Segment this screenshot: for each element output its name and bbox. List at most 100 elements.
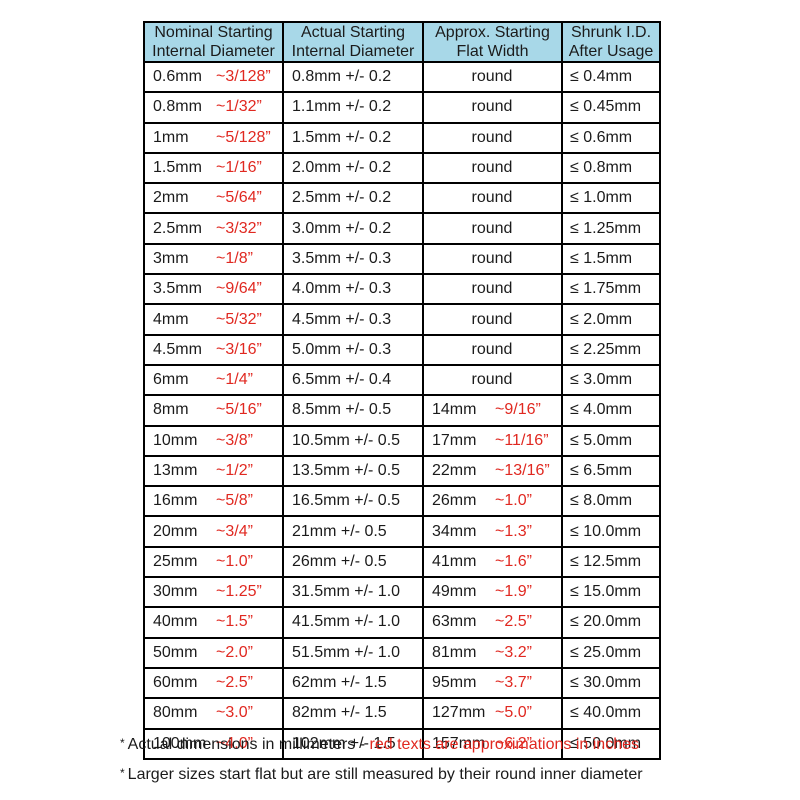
shrunk-id-value: ≤ 4.0mm [570, 401, 633, 419]
nominal-inch-value: ~3/32” [216, 219, 262, 237]
nominal-diameter-cell: 50mm ~2.0” [143, 636, 284, 669]
actual-diameter-cell: 0.8mm +/- 0.2 [282, 60, 424, 94]
shrunk-id-cell: ≤ 8.0mm [561, 485, 661, 518]
nominal-mm-value: 8mm [153, 401, 189, 419]
actual-diameter-cell: 102mm +/- 1.5 [282, 727, 424, 760]
nominal-diameter-cell: 2mm ~5/64” [143, 182, 284, 215]
flat-width-mm-value: round [471, 128, 513, 146]
shrunk-id-value: ≤ 6.5mm [570, 462, 633, 479]
table-row: 20mm ~3/4” 21mm +/- 0.5 34mm ~1.3” ≤ 10.0m… [143, 515, 661, 548]
nominal-inch-value: ~1/32” [216, 98, 262, 116]
nominal-diameter-cell: 30mm ~1.25” [143, 576, 284, 609]
actual-diameter-cell: 3.0mm +/- 0.2 [282, 212, 424, 245]
nominal-diameter-cell: 4mm ~5/32” [143, 303, 284, 336]
flat-width-mm-value: 22mm [432, 462, 477, 479]
flat-width-inch-value: ~1.3” [495, 522, 532, 540]
shrunk-id-value: ≤ 25.0mm [570, 643, 642, 661]
flat-width-cell: round [422, 212, 563, 245]
flat-width-cell: 49mm ~1.9” [422, 576, 563, 609]
nominal-mm-value: 3.5mm [153, 280, 202, 298]
shrunk-id-cell: ≤ 0.4mm [561, 60, 661, 94]
nominal-mm-value: 100mm [153, 734, 207, 752]
nominal-mm-value: 80mm [153, 704, 198, 722]
flat-width-mm-value: 63mm [432, 613, 477, 631]
flat-width-mm-value: 14mm [432, 401, 477, 419]
shrunk-id-cell: ≤ 40.0mm [561, 697, 661, 730]
nominal-diameter-cell: 40mm ~1.5” [143, 606, 284, 639]
shrunk-id-value: ≤ 1.0mm [570, 189, 633, 207]
actual-diameter-cell: 21mm +/- 0.5 [282, 515, 424, 548]
nominal-mm-value: 2.5mm [153, 219, 202, 237]
shrunk-id-cell: ≤ 12.5mm [561, 545, 661, 579]
flat-width-cell: round [422, 121, 563, 154]
nominal-mm-value: 2mm [153, 189, 189, 207]
shrunk-id-cell: ≤ 5.0mm [561, 424, 661, 457]
actual-diameter-cell: 3.5mm +/- 0.3 [282, 242, 424, 276]
shrunk-id-value: ≤ 20.0mm [570, 613, 642, 631]
table-row: 80mm ~3.0” 82mm +/- 1.5 127mm ~5.0” ≤ 40.0… [143, 697, 661, 730]
col-header-line: After Usage [568, 43, 654, 60]
table-row: 30mm ~1.25” 31.5mm +/- 1.0 49mm ~1.9” ≤ 15… [143, 576, 661, 609]
nominal-mm-value: 4.5mm [153, 340, 202, 358]
table-row: 100mm ~4.0” 102mm +/- 1.5 157mm ~6.2” ≤ 50… [143, 727, 661, 760]
actual-diameter-cell: 26mm +/- 0.5 [282, 545, 424, 579]
flat-width-mm-value: round [471, 340, 513, 358]
flat-width-mm-value: round [471, 98, 513, 116]
actual-mm-value: 3.5mm +/- 0.3 [292, 249, 392, 267]
flat-width-inch-value: ~11/16” [495, 431, 549, 449]
actual-diameter-cell: 1.1mm +/- 0.2 [282, 91, 424, 124]
flat-width-cell: round [422, 60, 563, 94]
flat-width-inch-value: ~5.0” [495, 704, 532, 722]
col-header-line: Nominal Starting [154, 24, 273, 41]
shrunk-id-value: ≤ 1.25mm [570, 219, 642, 237]
shrunk-id-value: ≤ 2.25mm [570, 340, 642, 358]
flat-width-cell: round [422, 91, 563, 124]
nominal-diameter-cell: 60mm ~2.5” [143, 666, 284, 700]
actual-diameter-cell: 6.5mm +/- 0.4 [282, 363, 424, 397]
nominal-diameter-cell: 10mm ~3/8” [143, 424, 284, 457]
flat-width-mm-value: 95mm [432, 674, 477, 692]
table-row: 6mm ~1/4” 6.5mm +/- 0.4 round ≤ 3.0mm [143, 363, 661, 397]
nominal-inch-value: ~3/8” [216, 431, 253, 449]
nominal-inch-value: ~1.0” [216, 552, 253, 570]
actual-mm-value: 3.0mm +/- 0.2 [292, 219, 392, 237]
shrunk-id-value: ≤ 15.0mm [570, 583, 642, 601]
actual-diameter-cell: 41.5mm +/- 1.0 [282, 606, 424, 639]
nominal-inch-value: ~5/64” [216, 189, 262, 207]
nominal-mm-value: 16mm [153, 492, 198, 510]
nominal-diameter-cell: 8mm ~5/16” [143, 394, 284, 427]
table-row: 60mm ~2.5” 62mm +/- 1.5 95mm ~3.7” ≤ 30.0m… [143, 666, 661, 700]
flat-width-inch-value: ~2.5” [495, 613, 532, 631]
actual-diameter-cell: 62mm +/- 1.5 [282, 666, 424, 700]
actual-mm-value: 16.5mm +/- 0.5 [292, 492, 401, 510]
nominal-mm-value: 4mm [153, 310, 189, 328]
nominal-inch-value: ~9/64” [216, 280, 262, 298]
nominal-mm-value: 0.8mm [153, 98, 202, 116]
table-row: 13mm ~1/2” 13.5mm +/- 0.5 22mm ~13/16” ≤ 6… [143, 454, 661, 488]
actual-mm-value: 4.0mm +/- 0.3 [292, 280, 392, 298]
shrunk-id-cell: ≤ 25.0mm [561, 636, 661, 669]
nominal-inch-value: ~1/8” [216, 249, 253, 267]
flat-width-cell: round [422, 303, 563, 336]
shrunk-id-value: ≤ 40.0mm [570, 704, 642, 722]
nominal-diameter-cell: 100mm ~4.0” [143, 727, 284, 760]
nominal-mm-value: 20mm [153, 522, 198, 540]
nominal-mm-value: 40mm [153, 613, 198, 631]
flat-width-inch-value: ~3.7” [495, 674, 532, 692]
shrunk-id-cell: ≤ 10.0mm [561, 515, 661, 548]
flat-width-inch-value: ~13/16” [495, 462, 550, 479]
table-row: 25mm ~1.0” 26mm +/- 0.5 41mm ~1.6” ≤ 12.5m… [143, 545, 661, 579]
flat-width-cell: 14mm ~9/16” [422, 394, 563, 427]
shrunk-id-value: ≤ 30.0mm [570, 674, 642, 692]
nominal-diameter-cell: 2.5mm ~3/32” [143, 212, 284, 245]
flat-width-mm-value: round [471, 159, 513, 177]
footnote-black-text: Actual dimensions in millimeters - [127, 736, 370, 753]
flat-width-cell: 41mm ~1.6” [422, 545, 563, 579]
flat-width-mm-value: round [471, 310, 513, 328]
nominal-diameter-cell: 3mm ~1/8” [143, 242, 284, 276]
shrunk-id-value: ≤ 1.75mm [570, 280, 642, 298]
actual-mm-value: 21mm +/- 0.5 [292, 522, 387, 540]
flat-width-cell: 127mm ~5.0” [422, 697, 563, 730]
footnote-larger-sizes: * Larger sizes start flat but are still m… [120, 766, 643, 784]
nominal-inch-value: ~3.0” [216, 704, 253, 722]
